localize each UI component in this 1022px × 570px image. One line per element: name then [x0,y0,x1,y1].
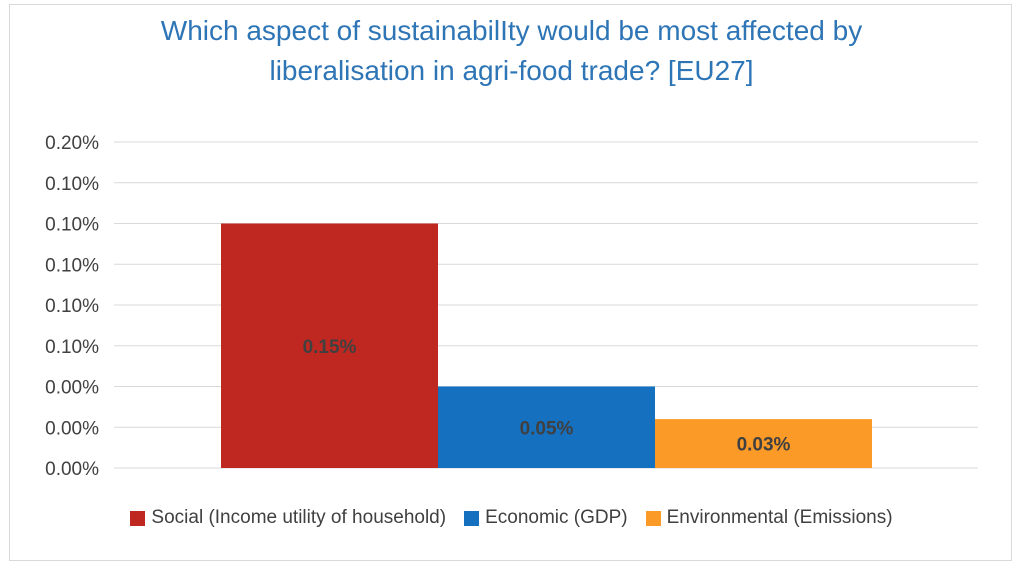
chart-plot-area: 0.00% 0.00% 0.00% 0.10% 0.10% 0.10% 0.10% 0.10%… [45,133,978,480]
y-tick-label: 0.10% [45,337,99,358]
chart-frame: Which aspect of sustainabilIty would be … [9,4,1012,561]
legend-swatch [130,510,146,526]
y-tick-label: 0.00% [45,378,99,399]
chart-title-line-2: liberalisation in agri-food trade? [EU27… [269,55,754,86]
y-tick-label: 0.00% [45,418,99,439]
chart-legend: Social (Income utility of household) Econ… [10,507,1013,529]
bar-data-label: 0.05% [520,418,574,439]
chart-title-line-1: Which aspect of sustainabilIty would be … [160,15,863,46]
legend-label: Economic (GDP) [485,507,628,528]
y-tick-label: 0.10% [45,296,99,317]
bar-3 [655,419,872,468]
y-tick-label: 0.20% [45,133,99,154]
legend-item: Social (Income utility of household) [130,507,446,529]
bar-2 [438,386,655,468]
legend-swatch [464,510,480,526]
bar-data-label: 0.03% [737,435,791,456]
legend-item: Environmental (Emissions) [645,507,893,529]
bar-1 [221,223,438,468]
chart-title: Which aspect of sustainabilIty would be … [10,11,1013,91]
y-tick-label: 0.10% [45,215,99,236]
y-tick-label: 0.10% [45,174,99,195]
legend-label: Environmental (Emissions) [666,507,893,528]
legend-swatch [645,510,661,526]
y-tick-label: 0.10% [45,255,99,276]
bar-data-label: 0.15% [303,337,357,358]
legend-label: Social (Income utility of household) [151,507,447,528]
y-tick-label: 0.00% [45,459,99,480]
legend-item: Economic (GDP) [464,507,628,529]
